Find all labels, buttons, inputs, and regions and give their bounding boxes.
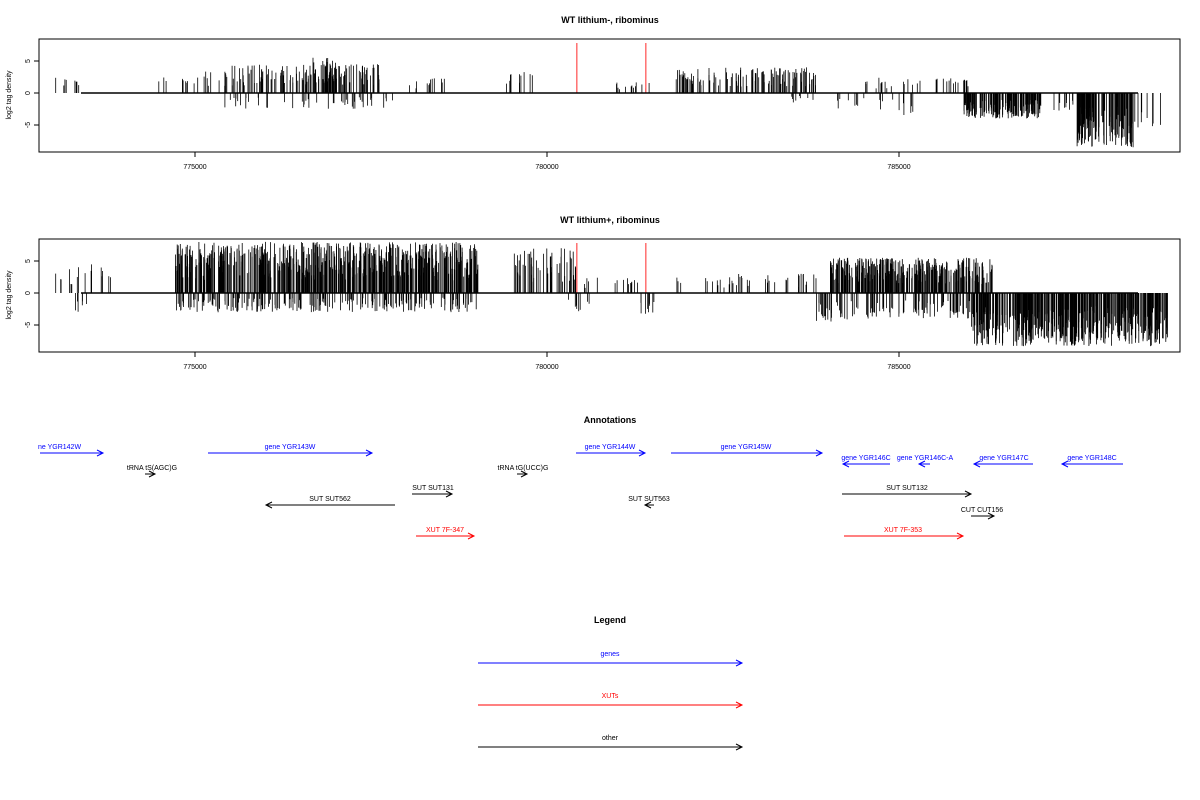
y-tick-label: -5 — [25, 322, 32, 328]
panel-2: WT lithium+, ribominus log2 tag density … — [6, 215, 1181, 371]
annotation-feature: gene YGR148C — [1060, 455, 1123, 468]
annotation-feature: CUT CUT156 — [961, 507, 1003, 520]
y-tick-label: -5 — [25, 122, 32, 128]
panel-1-bars — [55, 57, 1161, 148]
annotation-arrowhead — [445, 490, 454, 498]
panel-1-markers — [576, 43, 647, 93]
annotation-label: tRNA tG(UCC)G — [498, 465, 549, 472]
x-tick-label: 785000 — [887, 164, 910, 171]
panel-2-markers — [576, 243, 647, 293]
panel-1-x-axis: 775000 780000 785000 — [183, 152, 911, 171]
annotation-label: CUT CUT156 — [961, 507, 1003, 514]
annotation-arrowhead — [96, 449, 105, 457]
annotation-label: gene YGR143W — [265, 444, 316, 451]
panel-1-y-axis: -5 0 5 — [25, 59, 39, 128]
annotation-feature: gene YGR145W — [671, 444, 824, 457]
annotation-arrowhead — [956, 532, 965, 540]
annotation-arrowhead — [148, 470, 157, 478]
annotation-arrowhead — [643, 501, 652, 509]
annotation-feature: XUT 7F-353 — [844, 527, 965, 540]
annotation-label: gene YGR148C — [1067, 455, 1116, 462]
panel-1-title: WT lithium-, ribominus — [561, 15, 659, 25]
annotation-arrowhead — [520, 470, 529, 478]
x-tick-label: 780000 — [535, 364, 558, 371]
annotation-feature: SUT SUT131 — [412, 485, 454, 498]
annotation-label: XUT 7F-347 — [426, 527, 464, 534]
annotation-label: ne YGR142W — [38, 444, 81, 451]
legend: genes XUTs other — [478, 651, 744, 751]
annotation-feature: tRNA tS(AGC)G — [127, 465, 177, 478]
panel-2-x-axis: 775000 780000 785000 — [183, 352, 911, 371]
panel-1-y-axis-label: log2 tag density — [6, 70, 13, 120]
annotation-arrowhead — [964, 490, 973, 498]
panel-2-y-axis: -5 0 5 — [25, 259, 39, 328]
annotation-label: gene YGR146C — [841, 455, 890, 462]
legend-item-xuts: XUTs — [478, 693, 744, 709]
legend-arrowhead-xuts — [735, 701, 744, 709]
y-tick-label: 5 — [25, 259, 32, 263]
x-tick-label: 775000 — [183, 364, 206, 371]
x-tick-label: 775000 — [183, 164, 206, 171]
panel-2-title: WT lithium+, ribominus — [560, 215, 660, 225]
annotation-arrowhead — [987, 512, 996, 520]
legend-label-genes: genes — [600, 651, 620, 658]
y-tick-label: 5 — [25, 59, 32, 63]
x-tick-label: 785000 — [887, 364, 910, 371]
annotation-label: gene YGR145W — [721, 444, 772, 451]
panel-2-y-axis-label: log2 tag density — [6, 270, 13, 320]
annotation-arrowhead — [365, 449, 374, 457]
y-tick-label: 0 — [25, 291, 32, 295]
annotation-feature: ne YGR142W — [38, 444, 105, 457]
annotation-label: SUT SUT131 — [412, 485, 454, 492]
panel-2-bars — [55, 241, 1168, 347]
annotation-feature: gene YGR146C-A — [897, 455, 954, 468]
annotation-feature: gene YGR146C — [841, 455, 891, 468]
annotation-arrowhead — [264, 501, 273, 509]
legend-item-genes: genes — [478, 651, 744, 667]
annotation-track: ne YGR142W tRNA tS(AGC)G gene YGR143W SUT S… — [38, 444, 1123, 540]
annotation-label: gene YGR147C — [979, 455, 1028, 462]
annotation-arrowhead — [917, 460, 926, 468]
annotation-label: gene YGR144W — [585, 444, 636, 451]
legend-item-other: other — [478, 735, 744, 751]
annotation-feature: SUT SUT562 — [264, 496, 395, 509]
annotation-feature: gene YGR144W — [576, 444, 647, 457]
annotation-label: gene YGR146C-A — [897, 455, 954, 462]
annotation-arrowhead — [467, 532, 476, 540]
annotation-feature: gene YGR143W — [208, 444, 374, 457]
annotation-arrowhead — [841, 460, 850, 468]
y-tick-label: 0 — [25, 91, 32, 95]
annotations-title: Annotations — [584, 415, 637, 425]
legend-arrowhead-genes — [735, 659, 744, 667]
panel-1: WT lithium-, ribominus log2 tag density … — [6, 15, 1181, 171]
annotation-label: SUT SUT132 — [886, 485, 928, 492]
annotation-feature: tRNA tG(UCC)G — [498, 465, 549, 478]
annotation-arrowhead — [638, 449, 647, 457]
legend-title: Legend — [594, 615, 626, 625]
panel-2-frame — [38, 238, 1181, 353]
annotation-feature: gene YGR147C — [972, 455, 1033, 468]
annotation-feature: XUT 7F-347 — [416, 527, 476, 540]
annotation-feature: SUT SUT132 — [842, 485, 973, 498]
annotation-label: SUT SUT562 — [309, 496, 351, 503]
legend-label-xuts: XUTs — [602, 693, 619, 700]
annotation-label: tRNA tS(AGC)G — [127, 465, 177, 472]
annotation-label: XUT 7F-353 — [884, 527, 922, 534]
annotation-label: SUT SUT563 — [628, 496, 670, 503]
legend-label-other: other — [602, 735, 619, 742]
x-tick-label: 780000 — [535, 164, 558, 171]
annotation-arrowhead — [972, 460, 981, 468]
legend-arrowhead-other — [735, 743, 744, 751]
panel-1-frame — [38, 38, 1181, 153]
annotation-arrowhead — [815, 449, 824, 457]
annotation-arrowhead — [1060, 460, 1069, 468]
annotation-feature: SUT SUT563 — [628, 496, 670, 509]
